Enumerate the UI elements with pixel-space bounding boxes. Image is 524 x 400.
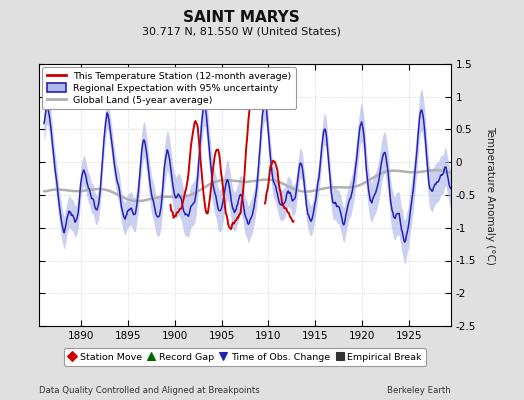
Legend: Station Move, Record Gap, Time of Obs. Change, Empirical Break: Station Move, Record Gap, Time of Obs. C… bbox=[63, 348, 427, 366]
Legend: This Temperature Station (12-month average), Regional Expectation with 95% uncer: This Temperature Station (12-month avera… bbox=[42, 67, 296, 109]
Text: SAINT MARYS: SAINT MARYS bbox=[183, 10, 299, 25]
Text: Berkeley Earth: Berkeley Earth bbox=[387, 386, 451, 395]
Text: Data Quality Controlled and Aligned at Breakpoints: Data Quality Controlled and Aligned at B… bbox=[39, 386, 260, 395]
Y-axis label: Temperature Anomaly (°C): Temperature Anomaly (°C) bbox=[485, 126, 495, 264]
Text: 30.717 N, 81.550 W (United States): 30.717 N, 81.550 W (United States) bbox=[141, 26, 341, 36]
